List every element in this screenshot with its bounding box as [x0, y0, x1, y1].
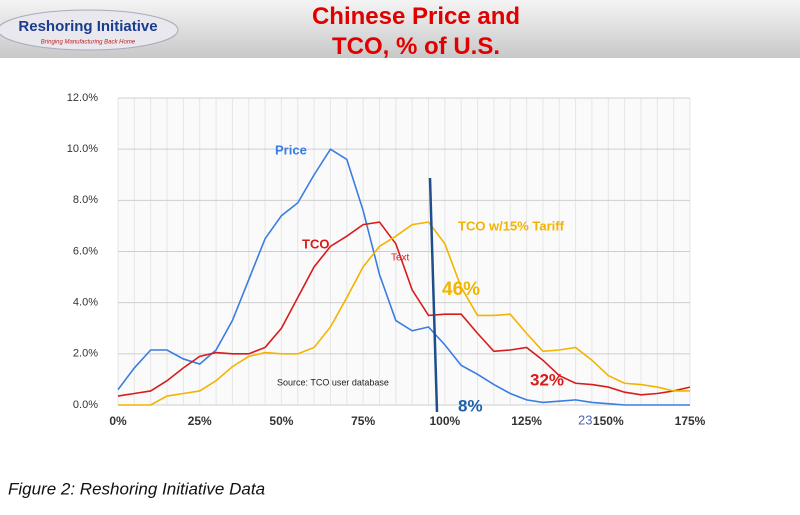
y-tick-label: 4.0%	[73, 297, 98, 309]
series-label: TCO	[302, 236, 329, 251]
chart-title: Chinese Price and TCO, % of U.S.	[312, 3, 520, 60]
x-tick-label: 50%	[269, 414, 293, 428]
annotation: 23	[578, 412, 592, 427]
annotation: 8%	[458, 396, 483, 415]
y-tick-label: 8.0%	[73, 194, 98, 206]
x-tick-label: 150%	[593, 414, 624, 428]
x-tick-label: 75%	[351, 414, 375, 428]
x-tick-label: 0%	[109, 414, 127, 428]
x-tick-label: 175%	[675, 414, 706, 428]
y-tick-label: 12.0%	[67, 92, 98, 104]
series-line	[117, 221, 691, 397]
annotation: Source: TCO user database	[277, 377, 389, 387]
y-tick-label: 0.0%	[73, 399, 98, 411]
series-label: TCO w/15% Tariff	[458, 218, 565, 233]
y-tick-label: 6.0%	[73, 245, 98, 257]
x-tick-label: 125%	[511, 414, 542, 428]
series-label: Price	[275, 142, 307, 157]
annotation: 46%	[442, 279, 480, 300]
series-line	[117, 148, 690, 406]
y-tick-label: 10.0%	[67, 143, 98, 155]
marker-line	[428, 177, 439, 413]
x-tick-label: 100%	[430, 414, 461, 428]
annotation: 32%	[530, 370, 564, 389]
caption: Figure 2: Reshoring Initiative Data	[8, 479, 265, 498]
logo: Reshoring Initiative	[18, 18, 157, 35]
logo-badge	[0, 9, 179, 51]
x-tick-label: 25%	[188, 414, 212, 428]
series-line	[118, 221, 690, 406]
y-tick-label: 2.0%	[73, 348, 98, 360]
tagline: Bringing Manufacturing Back Home	[41, 40, 136, 46]
annotation: Text	[391, 253, 410, 264]
